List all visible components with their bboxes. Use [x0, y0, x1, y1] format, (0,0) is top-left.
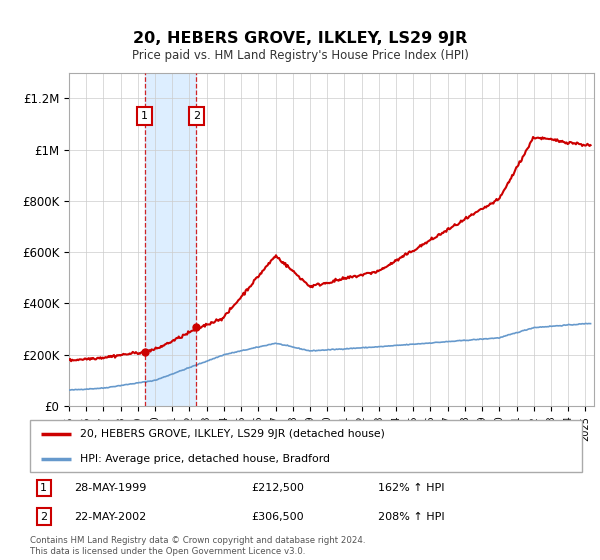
Text: Contains HM Land Registry data © Crown copyright and database right 2024.
This d: Contains HM Land Registry data © Crown c… [30, 536, 365, 556]
Text: 20, HEBERS GROVE, ILKLEY, LS29 9JR (detached house): 20, HEBERS GROVE, ILKLEY, LS29 9JR (deta… [80, 430, 385, 440]
Text: 28-MAY-1999: 28-MAY-1999 [74, 483, 146, 493]
Text: 208% ↑ HPI: 208% ↑ HPI [378, 512, 445, 522]
Text: £306,500: £306,500 [251, 512, 304, 522]
Text: 1: 1 [40, 483, 47, 493]
Text: 2: 2 [40, 512, 47, 522]
Text: Price paid vs. HM Land Registry's House Price Index (HPI): Price paid vs. HM Land Registry's House … [131, 49, 469, 62]
Text: HPI: Average price, detached house, Bradford: HPI: Average price, detached house, Brad… [80, 454, 329, 464]
Bar [145, 73, 196, 406]
Text: 2: 2 [193, 111, 200, 122]
Text: 162% ↑ HPI: 162% ↑ HPI [378, 483, 444, 493]
Text: 22-MAY-2002: 22-MAY-2002 [74, 512, 146, 522]
Text: 20, HEBERS GROVE, ILKLEY, LS29 9JR: 20, HEBERS GROVE, ILKLEY, LS29 9JR [133, 31, 467, 46]
Text: 1: 1 [141, 111, 148, 122]
Text: £212,500: £212,500 [251, 483, 304, 493]
